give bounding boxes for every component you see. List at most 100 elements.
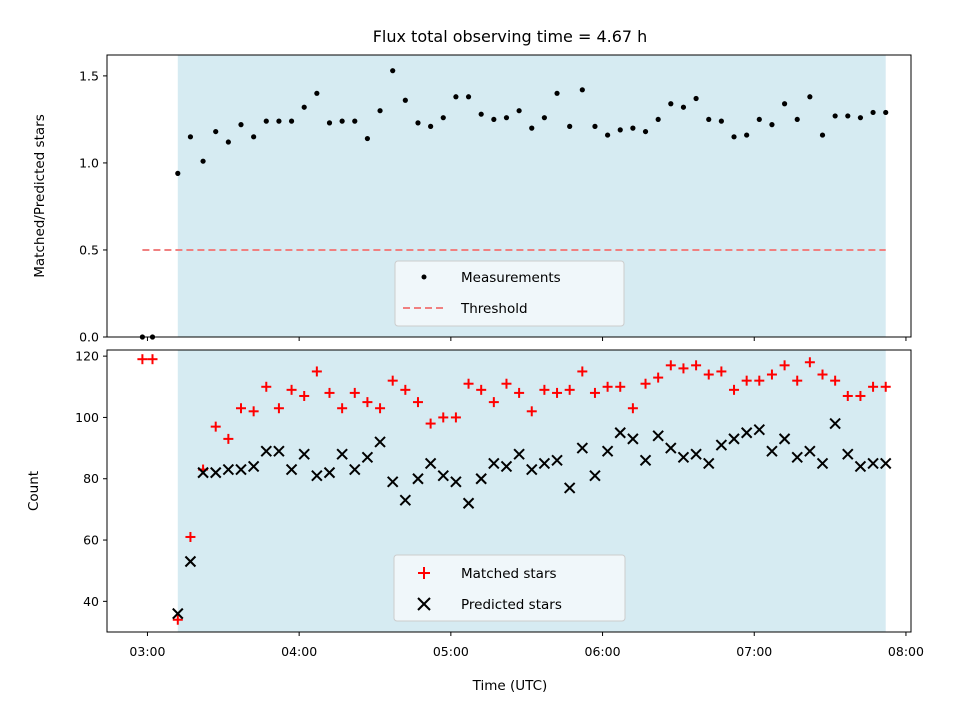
predicted-stars-point — [323, 466, 336, 479]
measurements-point — [390, 68, 396, 74]
measurements-point — [377, 108, 383, 114]
predicted-stars-point — [386, 476, 399, 488]
measurements-point — [794, 116, 800, 123]
matched-stars-point — [137, 354, 148, 365]
predicted-stars-point — [627, 433, 639, 445]
predicted-stars-point — [172, 607, 184, 620]
measurements-point — [630, 125, 636, 131]
measurements-point — [819, 132, 826, 138]
predicted-stars-point — [639, 454, 652, 467]
predicted-stars-point — [285, 463, 298, 476]
measurements-point — [554, 90, 560, 96]
measurements-point — [807, 94, 813, 100]
matched-stars-point — [729, 384, 740, 395]
x-tick-label: 07:00 — [736, 644, 772, 659]
predicted-stars-point — [399, 494, 412, 506]
measurements-point — [693, 95, 699, 102]
x-tick-label: 04:00 — [281, 644, 317, 659]
predicted-stars-point — [753, 423, 766, 436]
matched-stars-point — [779, 360, 790, 371]
measurements-point — [251, 134, 257, 140]
measurements-point — [870, 109, 876, 116]
matched-stars-point — [412, 397, 423, 408]
legend-marker-measurements — [421, 274, 427, 280]
matched-stars-point — [349, 387, 360, 398]
matched-stars-point — [526, 406, 537, 417]
matched-stars-point — [880, 381, 891, 392]
measurements-point — [440, 115, 446, 121]
predicted-stars-point — [880, 457, 892, 470]
bottom-y-axis-label: Count — [26, 471, 42, 511]
matched-stars-point — [210, 421, 221, 432]
predicted-stars-point — [500, 460, 513, 473]
matched-stars-point — [400, 384, 411, 395]
measurements-point — [301, 104, 307, 110]
measurements-point — [415, 120, 421, 126]
predicted-stars-point — [374, 436, 386, 448]
y-tick-label: 60 — [83, 533, 99, 548]
predicted-stars-point — [715, 439, 728, 451]
measurements-point — [668, 101, 674, 107]
y-tick-label: 120 — [75, 349, 99, 364]
legend-label-threshold: Threshold — [460, 301, 528, 317]
predicted-stars-point — [677, 451, 690, 463]
predicted-stars-point — [488, 457, 500, 470]
measurements-point — [718, 118, 724, 124]
matched-stars-point — [766, 369, 777, 380]
matched-stars-point — [185, 531, 196, 542]
predicted-stars-point — [703, 457, 715, 470]
legend-label-predicted: Predicted stars — [461, 597, 562, 613]
measurements-point — [263, 118, 269, 124]
legend-marker-predicted — [417, 597, 431, 611]
predicted-stars-point — [728, 433, 740, 445]
matched-stars-point — [868, 381, 879, 392]
measurements-point — [428, 123, 434, 129]
legend-label-matched: Matched stars — [461, 566, 557, 582]
legend-marker-matched — [418, 567, 430, 579]
matched-stars-point — [362, 397, 373, 408]
matched-stars-point — [754, 375, 765, 386]
matched-stars-point — [564, 384, 575, 395]
predicted-stars-point — [778, 433, 791, 445]
x-tick-label: 08:00 — [888, 644, 924, 659]
predicted-stars-point — [462, 497, 475, 509]
measurements-point — [453, 94, 459, 100]
x-tick-label: 06:00 — [585, 644, 621, 659]
predicted-stars-point — [816, 457, 829, 470]
matched-stars-point — [830, 375, 841, 386]
matched-stars-point — [273, 403, 284, 414]
measurements-point — [465, 94, 472, 100]
matched-stars-point — [678, 363, 689, 374]
matched-stars-point — [539, 384, 550, 395]
matched-stars-point — [248, 406, 259, 417]
predicted-stars-point — [740, 427, 753, 439]
measurements-point — [744, 132, 750, 138]
measurements-point — [238, 122, 244, 128]
matched-stars-point — [450, 412, 461, 423]
top-panel-frame — [106, 54, 912, 338]
measurements-point — [857, 115, 864, 121]
predicted-stars-point — [854, 460, 867, 473]
measurements-point — [529, 125, 535, 131]
matched-stars-point — [741, 375, 752, 386]
predicted-stars-point — [601, 445, 614, 457]
matched-stars-point — [223, 433, 234, 444]
y-tick-label: 100 — [75, 410, 99, 425]
predicted-stars-point — [804, 445, 816, 457]
predicted-stars-point — [538, 457, 551, 470]
x-tick-label: 05:00 — [433, 644, 469, 659]
predicted-stars-point — [424, 457, 437, 470]
y-tick-label: 40 — [83, 594, 99, 609]
matched-stars-point — [615, 381, 626, 392]
top-legend: Measurements Threshold — [394, 260, 625, 327]
measurements-point — [225, 139, 231, 145]
predicted-stars-point — [336, 448, 348, 460]
measurements-point — [491, 116, 497, 123]
matched-stars-point — [172, 614, 183, 625]
matched-stars-point — [286, 384, 297, 395]
y-tick-label: 1.5 — [79, 68, 99, 83]
matched-stars-point — [665, 360, 676, 371]
predicted-stars-point — [273, 445, 285, 457]
matched-stars-point — [792, 375, 803, 386]
predicted-stars-point — [184, 555, 197, 568]
